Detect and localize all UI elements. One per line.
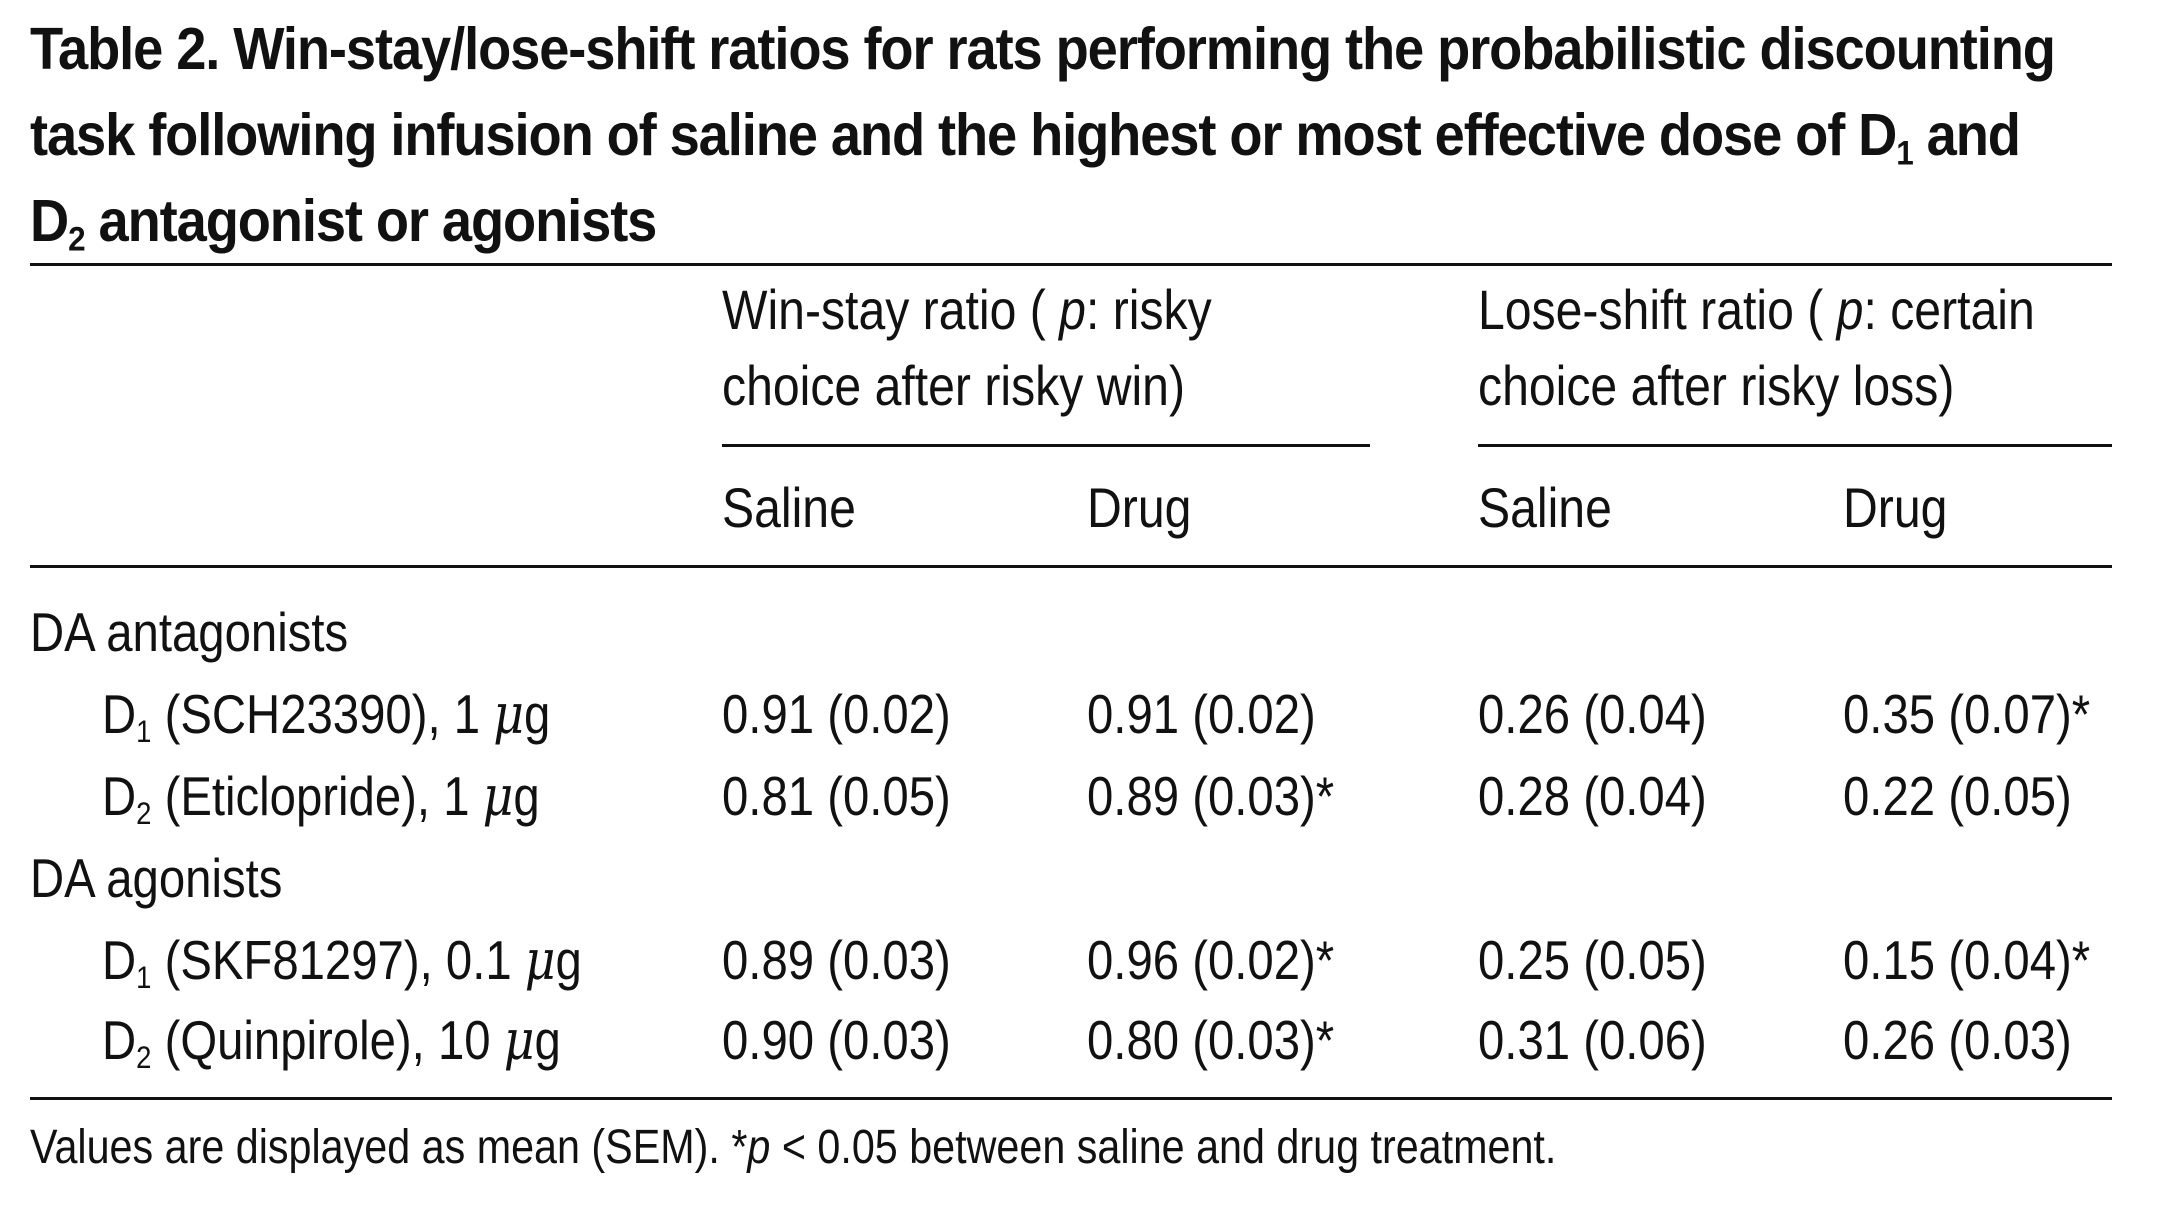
table-cell: 0.89 (0.03) — [722, 929, 951, 991]
table-footnote: Values are displayed as mean (SEM). *p <… — [30, 1121, 1557, 1174]
group-label-antagonists: DA antagonists — [30, 601, 349, 663]
row-label: D2 (Quinpirole), 10 μg — [102, 1008, 561, 1075]
header-loseshift-saline: Saline — [1478, 476, 1612, 539]
table-cell: 0.31 (0.06) — [1478, 1009, 1707, 1071]
header-winstay-saline: Saline — [722, 476, 856, 539]
table-cell: 0.25 (0.05) — [1478, 929, 1707, 991]
table-cell: 0.91 (0.02) — [1087, 683, 1316, 745]
header-winstay-line-2: choice after risky win) — [722, 354, 1186, 417]
table-cell: 0.26 (0.04) — [1478, 683, 1707, 745]
header-bottom-rule — [30, 565, 2112, 568]
winstay-subrule — [722, 444, 1370, 447]
group-label-agonists: DA agonists — [30, 847, 283, 909]
header-loseshift-line-1: Lose-shift ratio ( p: certain — [1478, 278, 2035, 341]
header-loseshift-drug: Drug — [1843, 476, 1948, 539]
table-cell: 0.90 (0.03) — [722, 1009, 951, 1071]
table-cell: 0.22 (0.05) — [1843, 765, 2072, 827]
top-rule — [30, 263, 2112, 266]
title-line-1: Table 2. Win-stay/lose-shift ratios for … — [30, 16, 2056, 82]
loseshift-subrule — [1478, 444, 2112, 447]
header-loseshift-line-2: choice after risky loss) — [1478, 354, 1955, 417]
table-cell: 0.91 (0.02) — [722, 683, 951, 745]
table-cell: 0.81 (0.05) — [722, 765, 951, 827]
title-line-2: task following infusion of saline and th… — [30, 102, 2021, 173]
title-line-3: D2 antagonist or agonists — [30, 188, 657, 259]
table-cell: 0.15 (0.04)* — [1843, 929, 2091, 991]
table-cell: 0.89 (0.03)* — [1087, 765, 1335, 827]
table-cell: 0.35 (0.07)* — [1843, 683, 2091, 745]
table-title: Table 2. Win-stay/lose-shift ratios for … — [30, 6, 2056, 264]
table-cell: 0.96 (0.02)* — [1087, 929, 1335, 991]
row-label: D1 (SKF81297), 0.1 μg — [102, 928, 582, 995]
header-winstay-drug: Drug — [1087, 476, 1192, 539]
table-cell: 0.80 (0.03)* — [1087, 1009, 1335, 1071]
row-label: D2 (Eticlopride), 1 μg — [102, 764, 540, 831]
table-cell: 0.26 (0.03) — [1843, 1009, 2072, 1071]
header-winstay-line-1: Win-stay ratio ( p: risky — [722, 278, 1212, 341]
row-label: D1 (SCH23390), 1 μg — [102, 682, 551, 749]
table-cell: 0.28 (0.04) — [1478, 765, 1707, 827]
bottom-rule — [30, 1097, 2112, 1100]
